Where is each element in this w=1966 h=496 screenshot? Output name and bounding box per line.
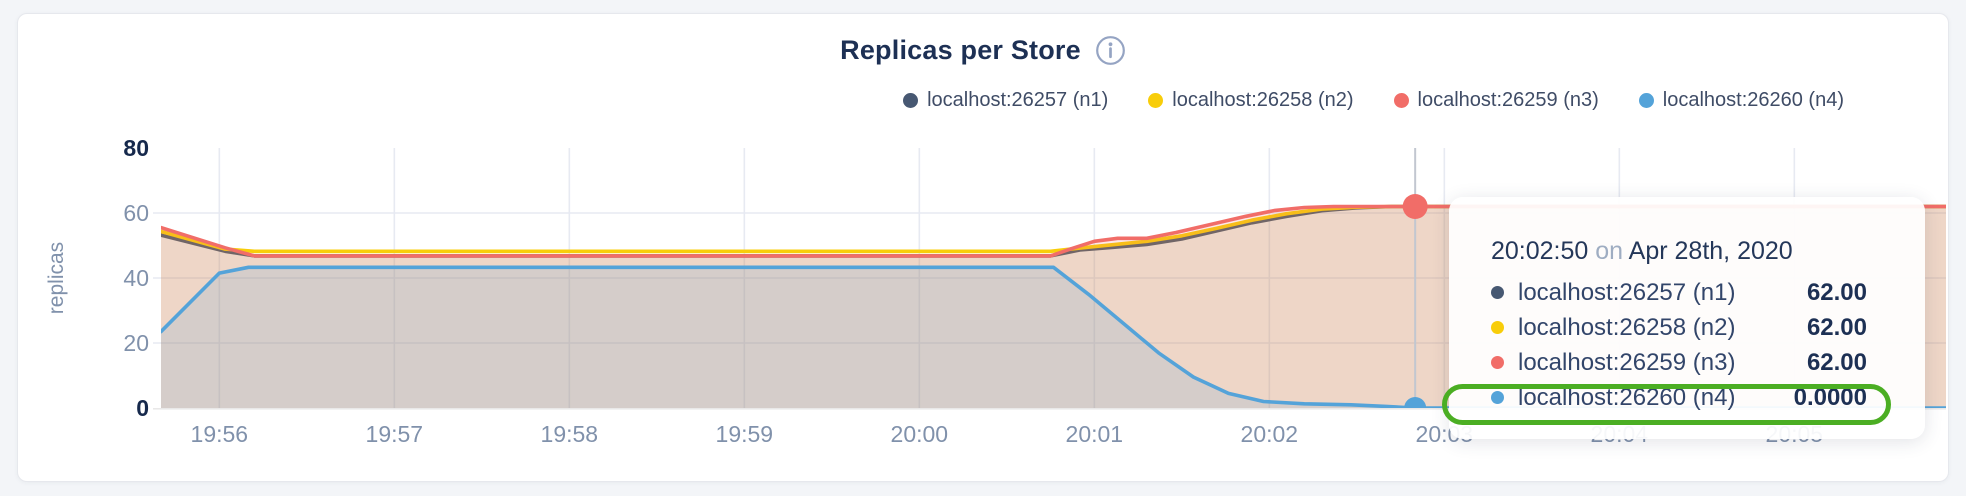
legend-swatch-icon xyxy=(903,93,919,108)
legend-swatch-icon xyxy=(1148,93,1164,108)
legend-item[interactable]: localhost:26257 (n1) xyxy=(903,89,1108,112)
hover-dot xyxy=(1402,194,1428,219)
series-line-3 xyxy=(161,204,1946,258)
tooltip-series-value: 62.00 xyxy=(1806,348,1867,376)
x-tick-label: 19:58 xyxy=(541,421,599,447)
legend-label: localhost:26260 (n4) xyxy=(1662,89,1844,111)
chart-legend: localhost:26257 (n1) localhost:26258 (n2)… xyxy=(903,89,1844,112)
info-icon[interactable] xyxy=(1095,35,1126,66)
x-tick-label: 20:02 xyxy=(1241,421,1299,447)
tooltip-series-dot xyxy=(1491,391,1504,404)
tooltip-series-label: localhost:26258 (n2) xyxy=(1518,313,1736,341)
tooltip-series-value: 62.00 xyxy=(1806,278,1867,306)
tooltip-row: localhost:26257 (n1) 62.00 xyxy=(1491,275,1867,310)
hover-tooltip: 20:02:50 on Apr 28th, 2020 localhost:262… xyxy=(1449,197,1925,439)
legend-label: localhost:26257 (n1) xyxy=(927,89,1109,111)
chart-card: Replicas per Store localhost:26257 (n1) l… xyxy=(17,13,1949,482)
tooltip-series-label: localhost:26259 (n3) xyxy=(1518,348,1736,376)
legend-item[interactable]: localhost:26260 (n4) xyxy=(1638,89,1844,112)
tooltip-series-dot xyxy=(1491,321,1504,334)
x-tick-label: 20:01 xyxy=(1066,421,1124,447)
hover-dot xyxy=(1404,397,1427,408)
tooltip-conjunction: on xyxy=(1595,237,1624,265)
tooltip-row: localhost:26259 (n3) 62.00 xyxy=(1491,345,1867,380)
legend-swatch-icon xyxy=(1638,93,1654,108)
x-tick-label: 19:57 xyxy=(366,421,424,447)
hover-dots-group xyxy=(1402,194,1428,408)
tooltip-row: localhost:26258 (n2) 62.00 xyxy=(1491,310,1867,345)
x-tick-label: 20:00 xyxy=(891,421,949,447)
y-tick-label: 60 xyxy=(123,200,149,226)
tooltip-series-value: 62.00 xyxy=(1806,313,1867,341)
info-icon-glyph xyxy=(1095,36,1125,65)
y-tick-label: 80 xyxy=(123,135,149,161)
series-line-4 xyxy=(161,265,1946,408)
highlight-annotation-ring xyxy=(1442,384,1891,425)
legend-label: localhost:26259 (n3) xyxy=(1417,89,1599,111)
x-tick-label: 19:56 xyxy=(191,421,249,447)
y-tick-label: 0 xyxy=(136,395,149,421)
x-tick-label: 19:59 xyxy=(716,421,774,447)
tooltip-rows: localhost:26257 (n1) 62.00 localhost:26258… xyxy=(1491,275,1897,415)
y-tick-label: 20 xyxy=(123,330,149,356)
legend-item[interactable]: localhost:26258 (n2) xyxy=(1148,89,1354,112)
tooltip-series-dot xyxy=(1491,356,1504,369)
legend-swatch-icon xyxy=(1393,93,1409,108)
chart-header: Replicas per Store xyxy=(18,35,1948,66)
tooltip-series-dot xyxy=(1491,286,1504,299)
tooltip-time: 20:02:50 xyxy=(1491,237,1589,265)
tooltip-timestamp: 20:02:50 on Apr 28th, 2020 xyxy=(1491,235,1897,267)
legend-label: localhost:26258 (n2) xyxy=(1172,89,1354,111)
tooltip-series-label: localhost:26257 (n1) xyxy=(1518,278,1736,306)
y-axis-title: replicas xyxy=(45,242,68,314)
series-area-4 xyxy=(161,267,1946,408)
chart-title: Replicas per Store xyxy=(840,35,1081,65)
legend-item[interactable]: localhost:26259 (n3) xyxy=(1393,89,1599,112)
tooltip-date: Apr 28th, 2020 xyxy=(1628,237,1793,265)
y-tick-label: 40 xyxy=(123,265,149,291)
